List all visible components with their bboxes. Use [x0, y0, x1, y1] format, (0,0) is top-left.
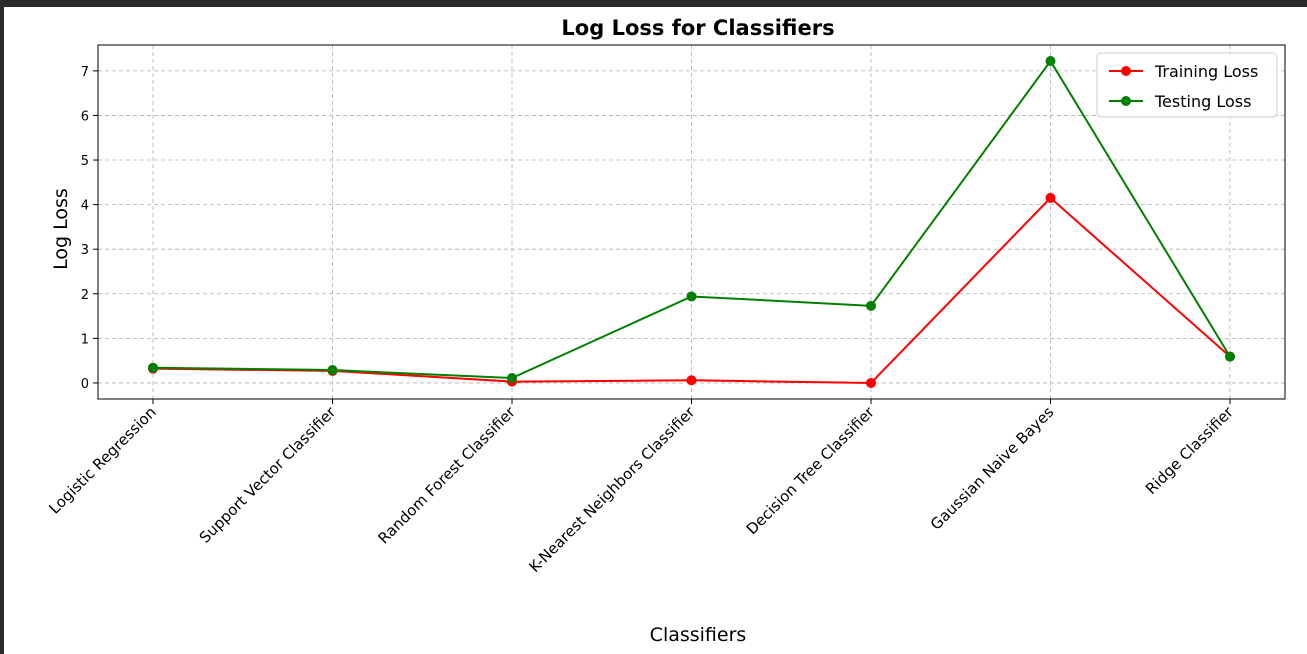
data-point: [148, 362, 158, 373]
legend-marker: [1121, 66, 1131, 76]
x-tick-label: Decision Tree Classifier: [743, 403, 879, 539]
y-tick-label: 4: [81, 199, 89, 214]
plot-area: [97, 44, 1286, 400]
data-point: [1045, 56, 1056, 67]
legend: Training Loss Testing Loss: [1096, 52, 1278, 118]
x-tick-label: Gaussian Naive Bayes: [927, 403, 1058, 534]
series-lines: [148, 56, 1235, 388]
legend-label: Testing Loss: [1154, 92, 1251, 111]
data-point: [327, 365, 338, 376]
y-tick-label: 6: [81, 109, 89, 124]
x-tick-label: Random Forest Classifier: [374, 403, 519, 548]
data-point: [686, 291, 697, 302]
data-point: [866, 377, 876, 388]
data-point: [686, 375, 697, 386]
legend-label: Training Loss: [1154, 62, 1258, 81]
x-axis-ticks: Logistic Regression Support Vector Classi…: [45, 399, 1237, 576]
log-loss-chart: Log Loss for Classifiers 0 1 2 3 4 5 6 7 Logist…: [45, 16, 1286, 646]
y-tick-label: 0: [81, 377, 89, 392]
legend-marker: [1121, 96, 1131, 106]
data-point: [1225, 351, 1235, 362]
data-point: [866, 300, 876, 311]
y-tick-label: 7: [81, 65, 89, 80]
y-axis-label: Log Loss: [50, 188, 72, 270]
y-tick-label: 2: [81, 288, 89, 303]
data-point: [507, 373, 517, 384]
x-axis-label: Classifiers: [650, 624, 747, 646]
y-tick-label: 1: [81, 332, 89, 347]
y-tick-label: 5: [81, 154, 89, 169]
chart-figure: Log Loss for Classifiers 0 1 2 3 4 5 6 7 Logist…: [4, 7, 1307, 654]
data-point: [1045, 192, 1056, 203]
x-tick-label: K-Nearest Neighbors Classifier: [525, 403, 698, 576]
chart-title: Log Loss for Classifiers: [561, 16, 834, 40]
x-tick-label: Ridge Classifier: [1142, 403, 1237, 498]
x-tick-label: Support Vector Classifier: [196, 403, 340, 547]
grid-lines: [98, 45, 1285, 399]
y-axis-ticks: 0 1 2 3 4 5 6 7: [81, 65, 98, 392]
y-tick-label: 3: [81, 243, 89, 258]
x-tick-label: Logistic Regression: [45, 403, 159, 517]
